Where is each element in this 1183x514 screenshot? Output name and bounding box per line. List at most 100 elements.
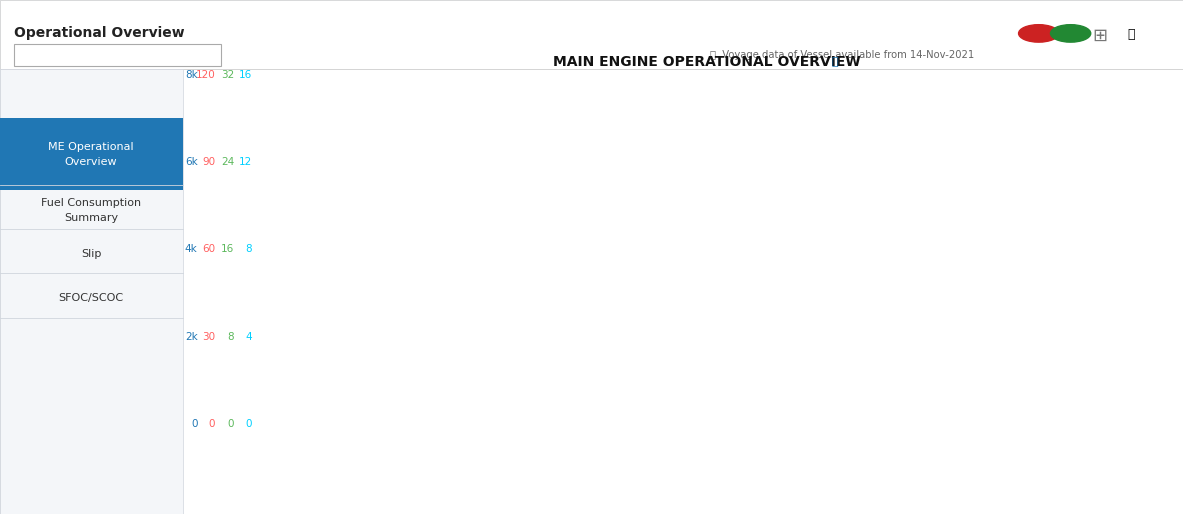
Text: Operational Overview: Operational Overview [14,26,185,41]
Bar [673,247,681,424]
Bar [654,237,662,424]
Text: 90: 90 [202,157,215,167]
Text: 8: 8 [227,332,234,342]
Bar [790,229,799,424]
Bar [552,206,569,424]
Text: 2k: 2k [185,332,198,342]
Bar [1023,229,1032,424]
Bar [864,206,880,424]
Bar [1039,206,1055,424]
Text: Fuel Consumption
Summary: Fuel Consumption Summary [41,198,141,223]
Text: 16: 16 [239,69,252,80]
Bar [922,183,938,424]
Text: ⊞: ⊞ [1093,27,1107,45]
Bar [751,264,759,424]
Bar [868,247,875,424]
Bar [300,206,317,424]
Bar [1078,206,1094,424]
Bar [499,264,508,424]
Bar [1019,206,1035,424]
Bar [596,237,605,424]
Bar [945,176,953,424]
Bar [1042,247,1051,424]
Bar [319,206,336,424]
Bar [421,264,429,424]
Text: Slip: Slip [80,249,102,260]
Bar [324,247,332,424]
Text: 4: 4 [245,332,252,342]
Bar [538,237,545,424]
Bar [748,206,764,424]
Bar [829,158,838,424]
Text: 120: 120 [195,69,215,80]
Text: 0: 0 [246,419,252,429]
Bar [402,264,411,424]
Text: 12: 12 [239,157,252,167]
Bar [712,247,720,424]
Text: 6k: 6k [185,157,198,167]
Bar [266,247,274,424]
Bar [809,202,817,424]
Bar [363,247,371,424]
Bar [689,206,705,424]
Bar [635,237,644,424]
Bar [382,247,390,424]
Bar [1139,264,1148,424]
Bar [1100,247,1108,424]
Bar [649,206,666,424]
Text: 8k: 8k [185,69,198,80]
Bar [285,247,293,424]
Bar [612,206,628,424]
Bar [1120,255,1129,424]
Bar [358,206,375,424]
Bar [1116,206,1132,424]
Bar [767,206,783,424]
Text: 16: 16 [221,244,234,254]
Bar [926,140,935,424]
Bar [397,206,414,424]
Bar [709,206,725,424]
Bar [305,247,313,424]
Bar [343,247,351,424]
Bar [518,255,526,424]
Text: 📊: 📊 [1127,28,1134,41]
Bar [942,183,958,424]
Bar [440,264,448,424]
Text: X: X [1067,29,1074,38]
Bar [379,206,395,424]
Bar [282,206,298,424]
Text: 8: 8 [245,244,252,254]
Text: 24: 24 [221,157,234,167]
Bar [592,206,608,424]
Text: 0: 0 [209,419,215,429]
Bar [770,247,778,424]
Bar [576,247,584,424]
Text: 0: 0 [192,419,198,429]
Text: 32: 32 [221,69,234,80]
Bar [557,255,565,424]
Bar [261,206,278,424]
Bar [1136,206,1152,424]
Text: 60: 60 [202,244,215,254]
Text: P: P [1035,29,1042,38]
Bar [848,229,856,424]
Bar [494,206,511,424]
Bar [825,206,841,424]
Text: 30: 30 [202,332,215,342]
Text: ⓘ: ⓘ [830,57,838,67]
Bar [515,206,531,424]
Text: SFOC/SCOC: SFOC/SCOC [58,293,124,303]
Bar [670,206,686,424]
Bar [806,206,822,424]
Bar [418,206,433,424]
Bar [1097,206,1113,424]
Text: 02-May-2023 - 02-Nov-2023: 02-May-2023 - 02-Nov-2023 [24,50,176,60]
Bar [786,206,802,424]
Bar [631,206,647,424]
Bar [693,247,702,424]
Bar [534,206,550,424]
Bar [615,229,623,424]
Text: MAIN ENGINE OPERATIONAL OVERVIEW: MAIN ENGINE OPERATIONAL OVERVIEW [552,54,861,69]
Bar [1081,247,1090,424]
Text: ⓘ  Voyage data of Vessel available from 14-Nov-2021: ⓘ Voyage data of Vessel available from 1… [710,50,974,60]
